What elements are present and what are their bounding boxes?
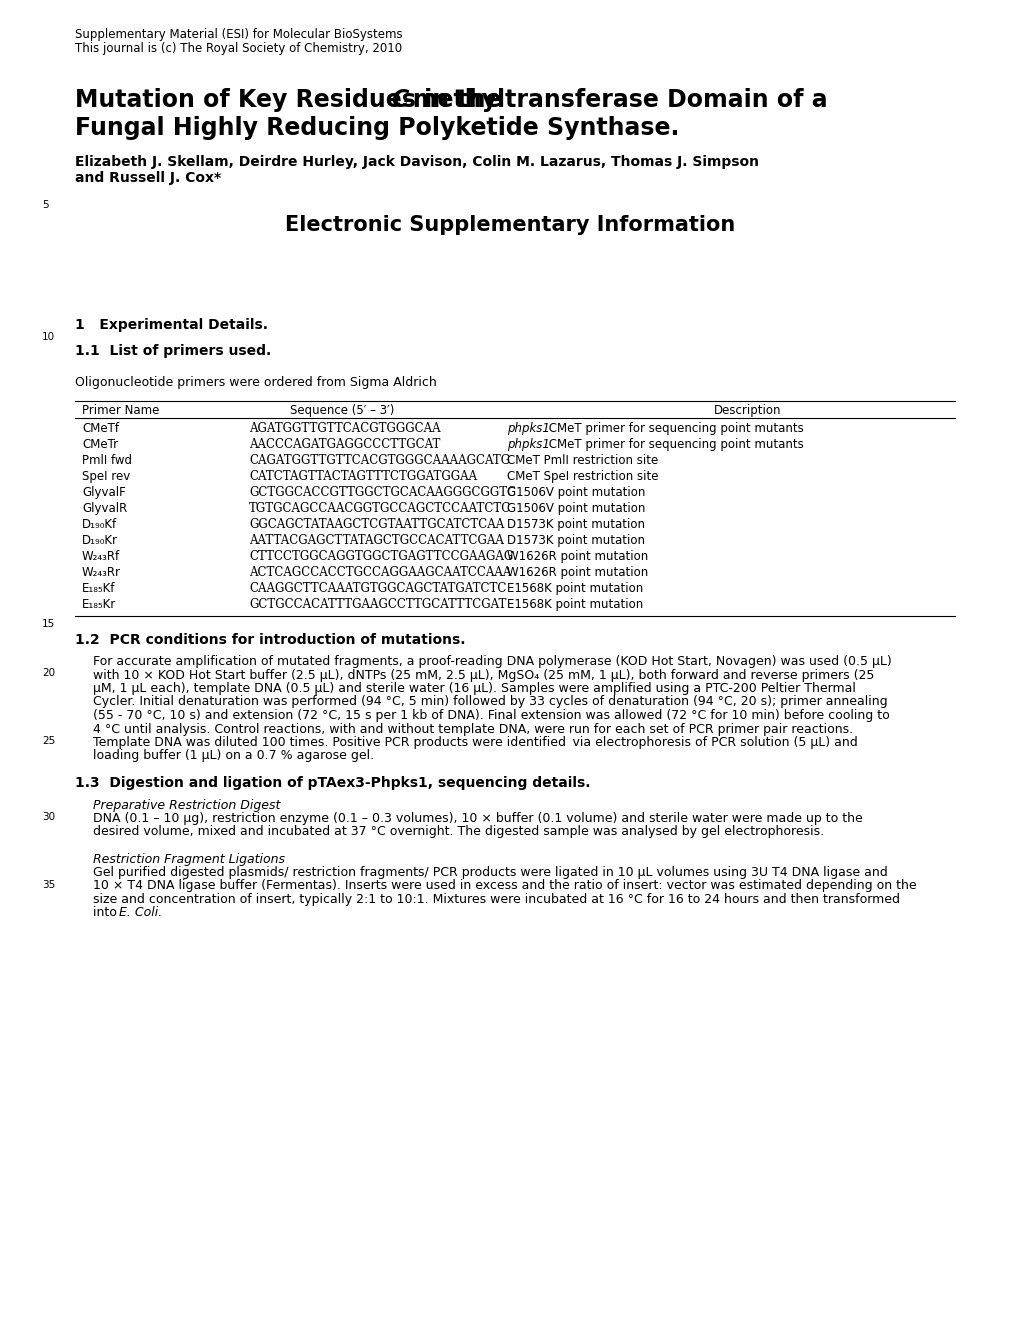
Text: CMeT PmlI restriction site: CMeT PmlI restriction site	[506, 455, 657, 467]
Text: E1568K point mutation: E1568K point mutation	[506, 598, 643, 611]
Text: Gel purified digested plasmids/ restriction fragments/ PCR products were ligated: Gel purified digested plasmids/ restrict…	[93, 866, 887, 878]
Text: with 10 × KOD Hot Start buffer (2.5 μL), dNTPs (25 mM, 2.5 μL), MgSO₄ (25 mM, 1 : with 10 × KOD Hot Start buffer (2.5 μL),…	[93, 668, 873, 682]
Text: AATTACGAGCTTATAGCTGCCACATTCGAA: AATTACGAGCTTATAGCTGCCACATTCGAA	[249, 533, 503, 547]
Text: 1.1  List of primers used.: 1.1 List of primers used.	[75, 344, 271, 358]
Text: D1573K point mutation: D1573K point mutation	[506, 533, 644, 547]
Text: CMeTr: CMeTr	[82, 439, 118, 451]
Text: E₁₈₅Kf: E₁₈₅Kf	[82, 582, 115, 595]
Text: ACTCAGCCACCTGCCAGGAAGCAATCCAAA: ACTCAGCCACCTGCCAGGAAGCAATCCAAA	[249, 566, 511, 579]
Text: 10 × T4 DNA ligase buffer (Fermentas). Inserts were used in excess and the ratio: 10 × T4 DNA ligase buffer (Fermentas). I…	[93, 880, 916, 893]
Text: Primer Name: Primer Name	[82, 404, 159, 417]
Text: GCTGGCACCGTTGGCTGCACAAGGGCGGTC: GCTGGCACCGTTGGCTGCACAAGGGCGGTC	[249, 487, 516, 499]
Text: CMeT SpeI restriction site: CMeT SpeI restriction site	[506, 471, 658, 483]
Text: AACCCAGATGAGGCCCTTGCAT: AACCCAGATGAGGCCCTTGCAT	[249, 439, 440, 451]
Text: and Russell J. Cox*: and Russell J. Cox*	[75, 171, 221, 185]
Text: TGTGCAGCCAACGGTGCCAGCTCCAATCTC: TGTGCAGCCAACGGTGCCAGCTCCAATCTC	[249, 501, 511, 515]
Text: D₁₉₀Kf: D₁₉₀Kf	[82, 517, 117, 531]
Text: Electronic Supplementary Information: Electronic Supplementary Information	[284, 215, 735, 235]
Text: 25: 25	[42, 735, 55, 746]
Text: Supplementary Material (ESI) for Molecular BioSystems: Supplementary Material (ESI) for Molecul…	[75, 28, 403, 41]
Text: Sequence (5′ – 3′): Sequence (5′ – 3′)	[289, 404, 393, 417]
Text: For accurate amplification of mutated fragments, a proof-reading DNA polymerase : For accurate amplification of mutated fr…	[93, 655, 891, 668]
Text: SpeI rev: SpeI rev	[82, 471, 130, 483]
Text: E1568K point mutation: E1568K point mutation	[506, 582, 643, 595]
Text: Fungal Highly Reducing Polyketide Synthase.: Fungal Highly Reducing Polyketide Syntha…	[75, 116, 679, 140]
Text: Elizabeth J. Skellam, Deirdre Hurley, Jack Davison, Colin M. Lazarus, Thomas J. : Elizabeth J. Skellam, Deirdre Hurley, Ja…	[75, 155, 758, 168]
Text: 4 °C until analysis. Control reactions, with and without template DNA, were run : 4 °C until analysis. Control reactions, …	[93, 722, 852, 735]
Text: Oligonucleotide primers were ordered from Sigma Aldrich: Oligonucleotide primers were ordered fro…	[75, 376, 436, 389]
Text: desired volume, mixed and incubated at 37 °C overnight. The digested sample was : desired volume, mixed and incubated at 3…	[93, 825, 823, 838]
Text: W₂₄₃Rr: W₂₄₃Rr	[82, 566, 121, 579]
Text: AGATGGTTGTTCACGTGGGCAA: AGATGGTTGTTCACGTGGGCAA	[249, 422, 440, 435]
Text: 5: 5	[42, 201, 49, 210]
Text: GGCAGCTATAAGCTCGTAATTGCATCTCAA: GGCAGCTATAAGCTCGTAATTGCATCTCAA	[249, 517, 503, 531]
Text: W1626R point mutation: W1626R point mutation	[506, 566, 648, 579]
Text: D₁₉₀Kr: D₁₉₀Kr	[82, 533, 118, 547]
Text: D1573K point mutation: D1573K point mutation	[506, 517, 644, 531]
Text: 20: 20	[42, 668, 55, 678]
Text: E. Coli.: E. Coli.	[119, 906, 162, 920]
Text: 1.2  PCR conditions for introduction of mutations.: 1.2 PCR conditions for introduction of m…	[75, 632, 465, 647]
Text: 1   Experimental Details.: 1 Experimental Details.	[75, 318, 268, 332]
Text: CMeT primer for sequencing point mutants: CMeT primer for sequencing point mutants	[544, 422, 803, 435]
Text: C: C	[390, 88, 408, 112]
Text: 30: 30	[42, 812, 55, 822]
Text: GlyvalR: GlyvalR	[82, 501, 127, 515]
Text: Template DNA was diluted 100 times. Positive PCR products were identified  via e: Template DNA was diluted 100 times. Posi…	[93, 735, 857, 749]
Text: loading buffer (1 μL) on a 0.7 % agarose gel.: loading buffer (1 μL) on a 0.7 % agarose…	[93, 750, 374, 762]
Text: 1.3  Digestion and ligation of pTAex3-Phpks1, sequencing details.: 1.3 Digestion and ligation of pTAex3-Php…	[75, 777, 590, 790]
Text: 35: 35	[42, 880, 55, 889]
Text: CAGATGGTTGTTCACGTGGGCAAAAGCATG: CAGATGGTTGTTCACGTGGGCAAAAGCATG	[249, 455, 510, 467]
Text: (55 - 70 °C, 10 s) and extension (72 °C, 15 s per 1 kb of DNA). Final extension : (55 - 70 °C, 10 s) and extension (72 °C,…	[93, 709, 889, 722]
Text: PmlI fwd: PmlI fwd	[82, 455, 131, 467]
Text: Restriction Fragment Ligations: Restriction Fragment Ligations	[93, 853, 284, 865]
Text: G1506V point mutation: G1506V point mutation	[506, 487, 645, 499]
Text: GCTGCCACATTTGAAGCCTTGCATTTCGAT: GCTGCCACATTTGAAGCCTTGCATTTCGAT	[249, 598, 505, 611]
Text: GlyvalF: GlyvalF	[82, 487, 125, 499]
Text: phpks1: phpks1	[506, 439, 549, 451]
Text: Mutation of Key Residues in the: Mutation of Key Residues in the	[75, 88, 510, 112]
Text: into: into	[93, 906, 121, 920]
Text: CMeTf: CMeTf	[82, 422, 119, 435]
Text: E₁₈₅Kr: E₁₈₅Kr	[82, 598, 116, 611]
Text: DNA (0.1 – 10 μg), restriction enzyme (0.1 – 0.3 volumes), 10 × buffer (0.1 volu: DNA (0.1 – 10 μg), restriction enzyme (0…	[93, 812, 862, 825]
Text: CATCTAGTTACTAGTTTCTGGATGGAA: CATCTAGTTACTAGTTTCTGGATGGAA	[249, 471, 477, 483]
Text: size and concentration of insert, typically 2:1 to 10:1. Mixtures were incubated: size and concentration of insert, typica…	[93, 893, 899, 906]
Text: CMeT primer for sequencing point mutants: CMeT primer for sequencing point mutants	[544, 439, 803, 451]
Text: 10: 10	[42, 332, 55, 342]
Text: G1506V point mutation: G1506V point mutation	[506, 501, 645, 515]
Text: W1626R point mutation: W1626R point mutation	[506, 550, 648, 563]
Text: μM, 1 μL each), template DNA (0.5 μL) and sterile water (16 μL). Samples were am: μM, 1 μL each), template DNA (0.5 μL) an…	[93, 682, 855, 695]
Text: phpks1: phpks1	[506, 422, 549, 435]
Text: Description: Description	[713, 404, 781, 417]
Text: CAAGGCTTCAAATGTGGCAGCTATGATCTC: CAAGGCTTCAAATGTGGCAGCTATGATCTC	[249, 582, 505, 595]
Text: -methyltransferase Domain of a: -methyltransferase Domain of a	[403, 88, 826, 112]
Text: Preparative Restriction Digest: Preparative Restriction Digest	[93, 798, 280, 812]
Text: Cycler. Initial denaturation was performed (94 °C, 5 min) followed by 33 cycles : Cycler. Initial denaturation was perform…	[93, 695, 887, 709]
Text: W₂₄₃Rf: W₂₄₃Rf	[82, 550, 120, 563]
Text: 15: 15	[42, 619, 55, 628]
Text: This journal is (c) The Royal Society of Chemistry, 2010: This journal is (c) The Royal Society of…	[75, 41, 401, 55]
Text: CTTCCTGGCAGGTGGCTGAGTTCCGAAGAG: CTTCCTGGCAGGTGGCTGAGTTCCGAAGAG	[249, 550, 513, 563]
